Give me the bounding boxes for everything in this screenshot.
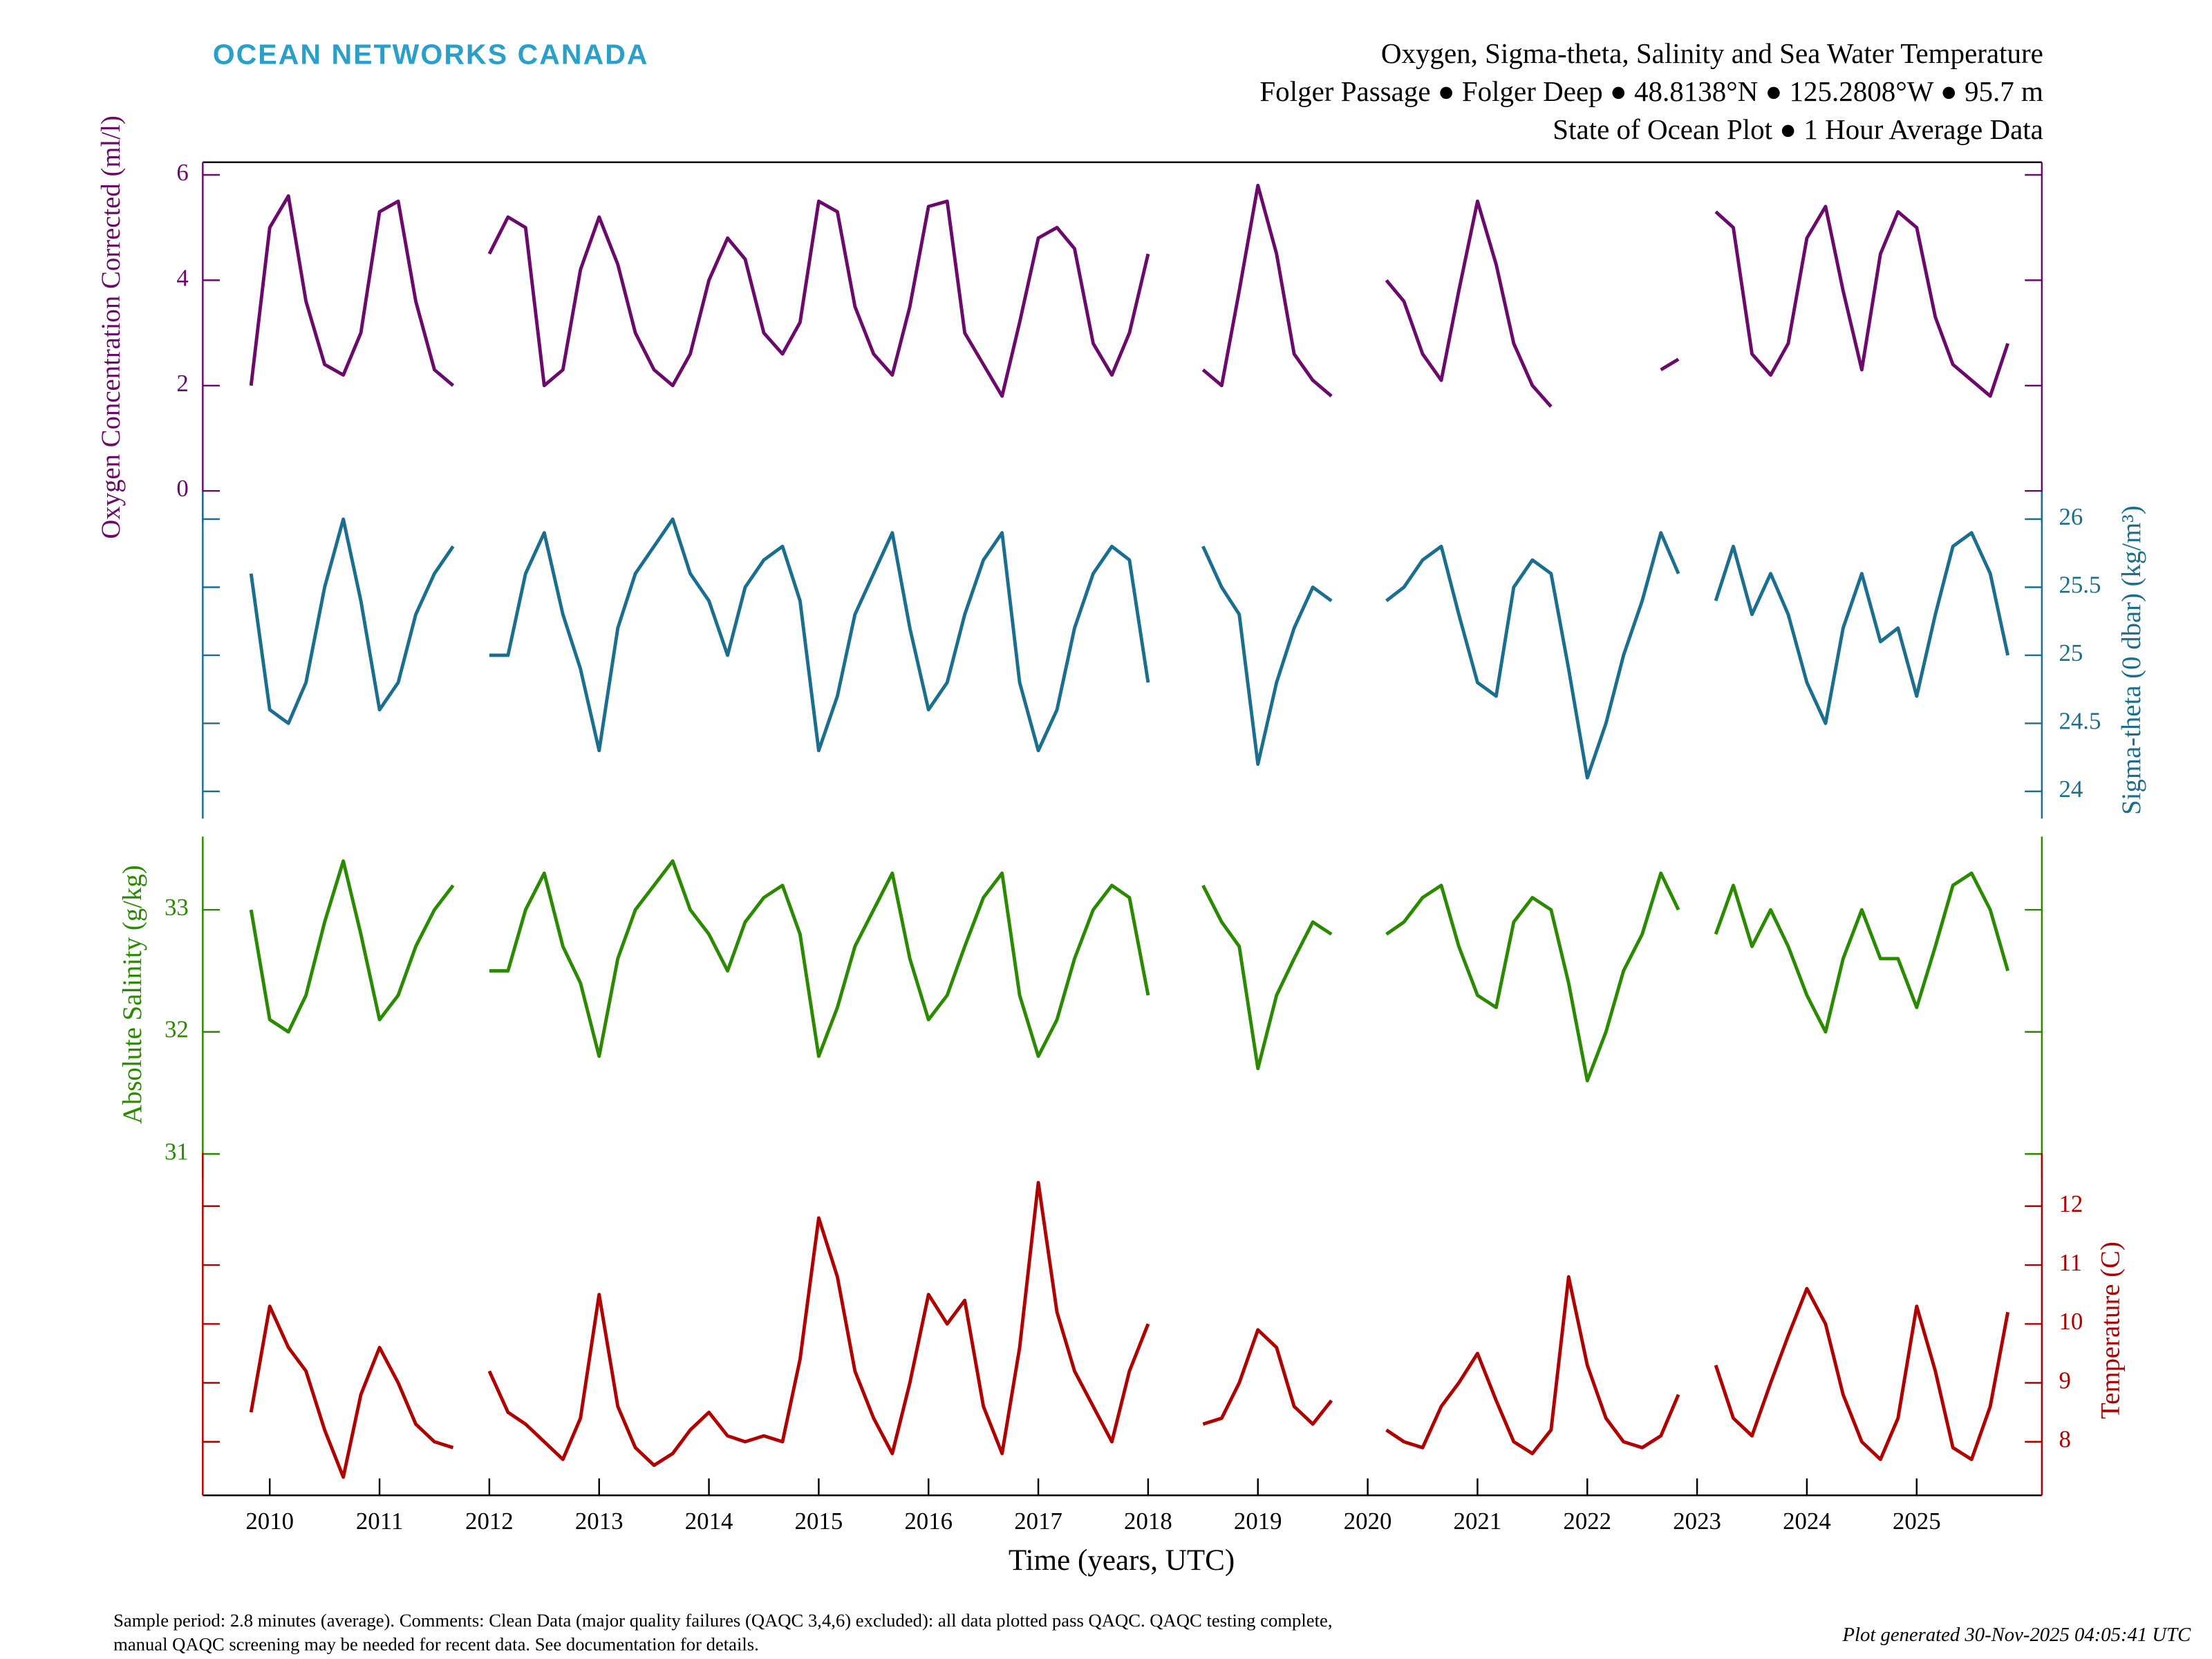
y-tick-label: 4 <box>176 264 188 291</box>
x-tick-label: 2015 <box>795 1508 843 1535</box>
y-tick-label: 12 <box>2059 1190 2083 1217</box>
y-tick-label: 10 <box>2059 1308 2083 1335</box>
y-tick-label: 25 <box>2059 639 2083 666</box>
x-tick-label: 2020 <box>1344 1508 1392 1535</box>
y-tick-label: 6 <box>176 159 188 186</box>
series-line <box>249 1181 2010 1479</box>
x-tick-label: 2022 <box>1563 1508 1611 1535</box>
x-tick-label: 2017 <box>1014 1508 1062 1535</box>
chart-subtitle: State of Ocean Plot ● 1 Hour Average Dat… <box>1553 114 2043 145</box>
x-tick-label: 2011 <box>356 1508 403 1535</box>
y-axis-label: Oxygen Concentration Corrected (ml/l) <box>96 115 126 538</box>
chart-subtitle: Folger Passage ● Folger Deep ● 48.8138°N… <box>1259 76 2043 107</box>
y-tick-label: 0 <box>176 475 188 502</box>
y-axis-label: Absolute Salinity (g/kg) <box>118 865 147 1124</box>
x-tick-label: 2010 <box>245 1508 294 1535</box>
chart-title: Oxygen, Sigma-theta, Salinity and Sea Wa… <box>1381 38 2043 69</box>
x-tick-label: 2014 <box>685 1508 733 1535</box>
x-tick-label: 2021 <box>1454 1508 1502 1535</box>
y-tick-label: 25.5 <box>2059 572 2101 599</box>
x-tick-label: 2013 <box>575 1508 624 1535</box>
generated-stamp: Plot generated 30-Nov-2025 04:05:41 UTC <box>1841 1624 2191 1646</box>
y-tick-label: 24.5 <box>2059 707 2101 734</box>
y-tick-label: 24 <box>2059 776 2083 803</box>
logo: OCEAN NETWORKS CANADA <box>213 39 649 71</box>
y-tick-label: 11 <box>2059 1249 2082 1276</box>
y-tick-label: 8 <box>2059 1426 2070 1453</box>
y-tick-label: 32 <box>165 1016 189 1043</box>
series-line <box>249 859 2009 1082</box>
y-tick-label: 31 <box>165 1138 189 1165</box>
y-axis-label: Sigma-theta (0 dbar) (kg/m³) <box>2117 505 2146 815</box>
x-tick-label: 2012 <box>465 1508 514 1535</box>
x-tick-label: 2018 <box>1124 1508 1172 1535</box>
x-tick-label: 2023 <box>1673 1508 1721 1535</box>
footer-note: manual QAQC screening may be needed for … <box>113 1634 759 1655</box>
y-axis-label: Temperature (C) <box>2095 1241 2125 1419</box>
x-tick-label: 2019 <box>1234 1508 1282 1535</box>
x-tick-label: 2016 <box>904 1508 953 1535</box>
x-tick-label: 2024 <box>1783 1508 1831 1535</box>
y-tick-label: 9 <box>2059 1367 2070 1394</box>
y-tick-label: 33 <box>165 894 189 921</box>
y-tick-label: 2 <box>176 370 188 397</box>
x-axis-label: Time (years, UTC) <box>1009 1544 1235 1577</box>
y-tick-label: 26 <box>2059 503 2083 530</box>
x-tick-label: 2025 <box>1893 1508 1941 1535</box>
footer-note: Sample period: 2.8 minutes (average). Co… <box>113 1610 1332 1631</box>
series-line <box>249 183 2009 408</box>
series-line <box>249 517 2010 780</box>
